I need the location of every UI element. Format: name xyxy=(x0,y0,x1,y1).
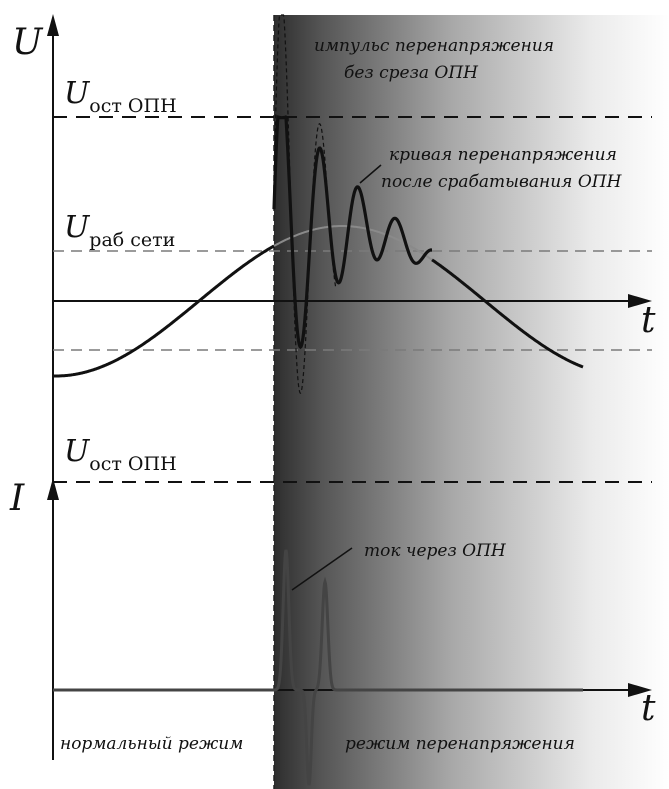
surge-curve-annotation-line2: после срабатывания ОПН xyxy=(381,172,623,192)
arrester-current-curve xyxy=(53,549,583,786)
voltage-axis-arrow-icon xyxy=(47,14,59,36)
surge-annotation-leader xyxy=(359,164,382,184)
impulse-annotation-line1: импульс перенапряжения xyxy=(314,36,554,56)
residual-voltage-label-bottom: Uост ОПН xyxy=(64,434,177,475)
residual-voltage-label-top: Uост ОПН xyxy=(64,76,177,117)
time-axis-lower-arrow-icon xyxy=(628,683,652,697)
current-axis-label: I xyxy=(9,478,25,519)
surge-curve-annotation-line1: кривая перенапряжения xyxy=(389,145,617,165)
voltage-axis-label: U xyxy=(12,22,44,63)
impulse-annotation-line2: без среза ОПН xyxy=(344,63,479,83)
working-voltage-label: Uраб сети xyxy=(64,210,175,251)
overvoltage-curve-after-arrester xyxy=(272,115,432,350)
overvoltage-impulse-without-arrester xyxy=(273,14,337,394)
time-axis-upper-arrow-icon xyxy=(628,294,652,308)
current-annotation: ток через ОПН xyxy=(364,541,507,561)
network-voltage-sine xyxy=(53,244,584,378)
normal-mode-label: нормальный режим xyxy=(60,734,243,754)
overvoltage-mode-label: режим перенапряжения xyxy=(345,734,575,754)
time-axis-lower-label: t xyxy=(641,688,656,729)
time-axis-upper-label: t xyxy=(641,300,656,341)
current-axis-arrow-icon xyxy=(47,478,59,500)
current-annotation-leader xyxy=(291,547,353,591)
overvoltage-region-shading xyxy=(274,15,669,789)
